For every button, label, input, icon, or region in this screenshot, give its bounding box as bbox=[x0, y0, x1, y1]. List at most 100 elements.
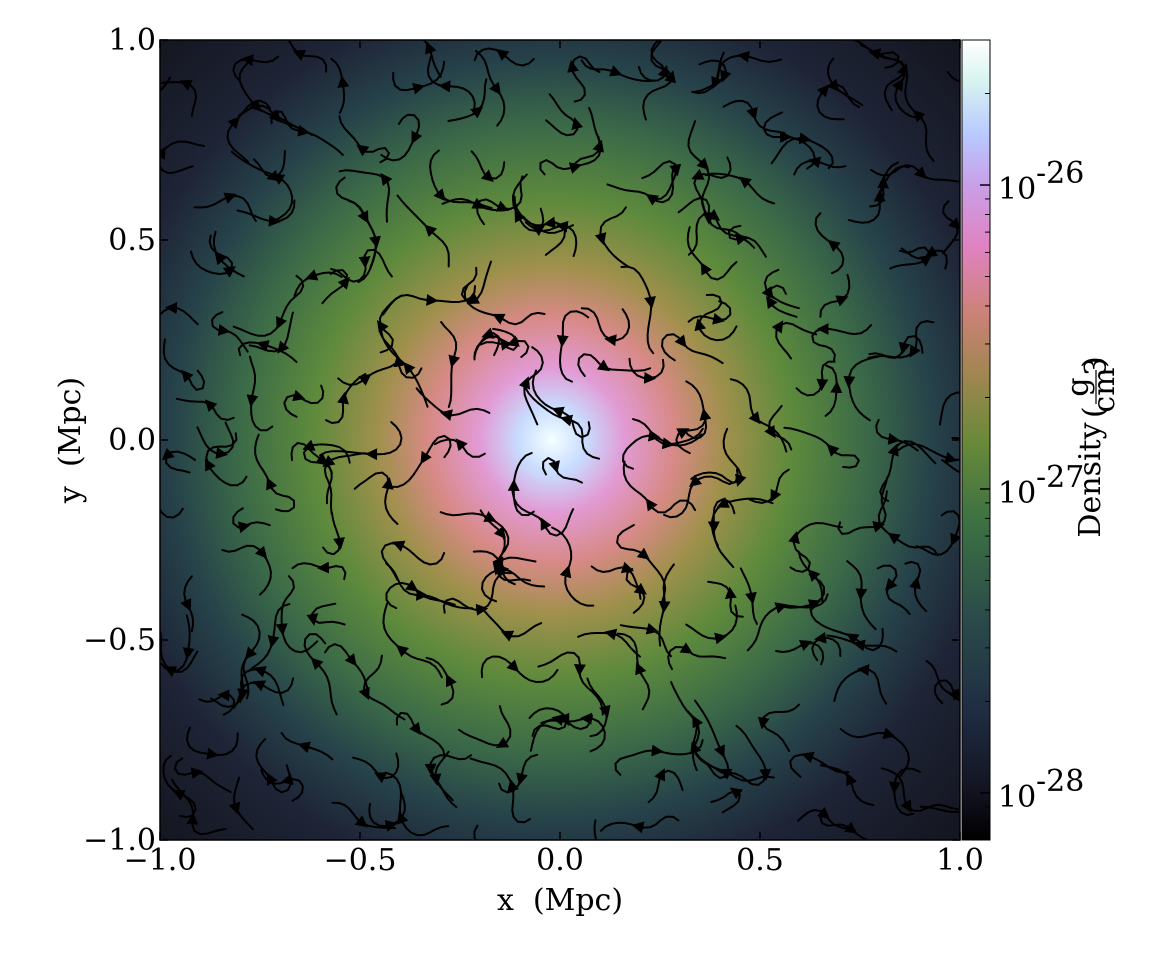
streamline-arrow bbox=[807, 599, 822, 611]
streamline-arrow bbox=[887, 443, 899, 457]
streamline-arrow bbox=[373, 772, 388, 784]
streamline-arrow bbox=[369, 235, 381, 249]
streamline-arrow bbox=[764, 424, 776, 439]
streamline bbox=[160, 507, 184, 519]
streamline-arrow bbox=[475, 603, 489, 616]
streamline-arrow bbox=[292, 389, 306, 402]
streamline-arrow bbox=[495, 736, 510, 748]
streamline-arrow bbox=[846, 633, 860, 645]
streamline-arrow bbox=[204, 458, 216, 472]
streamline-arrow bbox=[551, 714, 565, 726]
streamline-arrow bbox=[412, 82, 426, 95]
streamline-arrow bbox=[358, 255, 371, 269]
streamline-arrow bbox=[276, 315, 288, 330]
streamline-arrow bbox=[302, 439, 316, 451]
streamline-arrow bbox=[843, 375, 856, 389]
colorbar-tick-base: 10 bbox=[998, 172, 1036, 207]
streamline bbox=[160, 76, 171, 93]
streamline-arrow bbox=[567, 59, 579, 73]
streamline-arrow bbox=[228, 801, 241, 815]
streamline-arrow bbox=[280, 773, 294, 785]
colorbar-gradient bbox=[961, 39, 991, 841]
streamline-arrow bbox=[500, 630, 515, 642]
streamline-arrow bbox=[146, 102, 149, 108]
colorbar-unit-denominator: cm bbox=[1087, 367, 1122, 412]
streamline-arrow bbox=[337, 391, 349, 405]
colorbar-tick-base: 10 bbox=[998, 780, 1036, 815]
streamline-arrow bbox=[506, 659, 520, 673]
streamline-arrow bbox=[256, 340, 270, 352]
streamline-arrow bbox=[948, 688, 960, 702]
streamline-arrow bbox=[395, 644, 410, 658]
streamline-arrow bbox=[160, 146, 166, 161]
streamline-arrow bbox=[770, 488, 782, 503]
streamline-arrow bbox=[679, 642, 693, 654]
streamline-arrow bbox=[424, 224, 438, 238]
streamline-arrow bbox=[633, 582, 647, 595]
streamline-arrow bbox=[694, 318, 707, 332]
streamline-arrow bbox=[445, 673, 457, 688]
streamline-arrow bbox=[737, 50, 751, 63]
streamline-arrow bbox=[713, 744, 725, 758]
streamline-arrow bbox=[914, 166, 927, 180]
streamline-arrow bbox=[635, 662, 647, 676]
x-tick-label: 0.0 bbox=[536, 843, 584, 878]
streamline-arrow bbox=[481, 327, 495, 339]
streamline-arrow bbox=[711, 75, 723, 90]
streamline-arrow bbox=[405, 579, 419, 592]
streamline-arrow bbox=[744, 591, 757, 605]
streamline-arrow bbox=[485, 868, 486, 874]
streamline-arrow bbox=[181, 369, 194, 383]
streamline-arrow bbox=[771, 320, 784, 334]
streamline-arrow bbox=[392, 540, 406, 552]
streamline-arrow bbox=[439, 409, 454, 422]
streamline bbox=[941, 458, 960, 474]
streamline-arrow bbox=[254, 545, 268, 559]
streamline bbox=[919, 805, 960, 814]
streamline-arrow bbox=[480, 169, 494, 182]
streamline-arrow bbox=[594, 232, 607, 246]
x-tick-label: 1.0 bbox=[936, 843, 984, 878]
streamline-arrow bbox=[918, 255, 933, 267]
streamline-arrow bbox=[384, 820, 398, 832]
streamline-arrow bbox=[887, 432, 901, 445]
streamline-arrow bbox=[598, 704, 611, 718]
streamline-arrow bbox=[246, 394, 259, 408]
streamline-arrow bbox=[766, 295, 778, 310]
streamline-arrow bbox=[543, 216, 556, 229]
y-tick-label: −1.0 bbox=[83, 823, 156, 858]
streamline-arrow bbox=[493, 525, 507, 540]
streamline-arrow bbox=[495, 200, 510, 212]
streamline-arrow bbox=[344, 653, 357, 667]
streamline-arrow bbox=[885, 577, 898, 591]
velocity-streamlines bbox=[146, 40, 960, 874]
streamline-arrow bbox=[664, 70, 677, 84]
streamline-arrow bbox=[551, 406, 565, 418]
streamline-arrow bbox=[788, 531, 800, 545]
streamline-arrow bbox=[852, 639, 866, 652]
streamline-arrow bbox=[898, 341, 911, 355]
streamline-arrow bbox=[826, 443, 840, 457]
streamline-arrow bbox=[700, 262, 712, 276]
streamline-arrow bbox=[425, 293, 439, 306]
streamline-arrow bbox=[855, 588, 868, 601]
streamline-arrow bbox=[466, 293, 481, 305]
streamline-arrow bbox=[277, 340, 290, 354]
streamline-arrow bbox=[354, 815, 368, 828]
streamline-arrow bbox=[358, 373, 372, 386]
streamline-arrow bbox=[305, 269, 319, 281]
streamline-arrow bbox=[266, 477, 278, 491]
streamline-arrow bbox=[204, 399, 218, 413]
streamline-arrow bbox=[631, 821, 645, 834]
streamline-arrow bbox=[214, 252, 227, 266]
streamline-arrow bbox=[676, 428, 690, 440]
streamline-arrow bbox=[706, 208, 721, 221]
y-tick-label: 0.5 bbox=[108, 223, 156, 258]
streamline-arrow bbox=[217, 324, 231, 336]
streamline-arrow bbox=[645, 622, 659, 635]
streamline-arrow bbox=[310, 657, 324, 671]
streamline-arrow bbox=[215, 447, 229, 460]
colorbar-tick-exponent: -28 bbox=[1036, 764, 1084, 799]
